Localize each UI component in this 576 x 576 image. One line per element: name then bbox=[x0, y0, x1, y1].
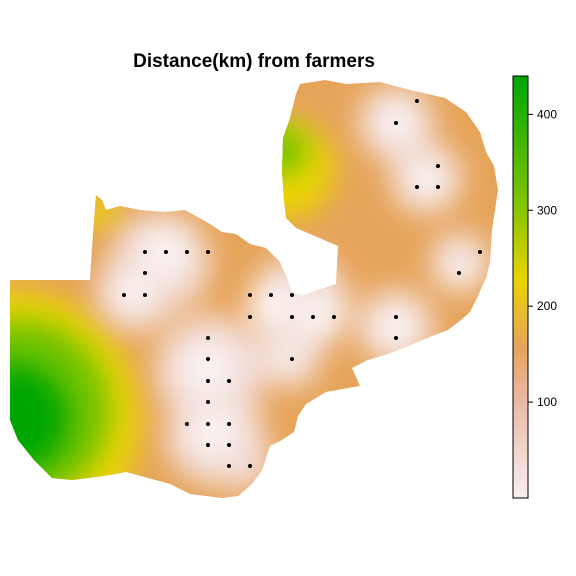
map-title: Distance(km) from farmers bbox=[133, 51, 375, 72]
legend-tick-label: 400 bbox=[537, 107, 557, 121]
farmer-point bbox=[143, 271, 147, 275]
farmer-point bbox=[164, 250, 168, 254]
farmer-point bbox=[206, 357, 210, 361]
farmer-point bbox=[436, 164, 440, 168]
farmer-point bbox=[206, 379, 210, 383]
farmer-point bbox=[457, 271, 461, 275]
farmer-point bbox=[478, 250, 482, 254]
farmer-point bbox=[415, 185, 419, 189]
farmer-point bbox=[332, 315, 336, 319]
legend-axis: 100 200 300 400 bbox=[528, 107, 557, 409]
farmer-point bbox=[436, 185, 440, 189]
farmer-point bbox=[122, 293, 126, 297]
farmer-point bbox=[143, 250, 147, 254]
farmer-point bbox=[269, 293, 273, 297]
farmer-point bbox=[206, 250, 210, 254]
farmer-point bbox=[206, 400, 210, 404]
farmer-point bbox=[185, 250, 189, 254]
farmer-point bbox=[206, 443, 210, 447]
farmer-point bbox=[290, 357, 294, 361]
farmer-point bbox=[248, 464, 252, 468]
farmer-point bbox=[248, 293, 252, 297]
farmer-point bbox=[185, 422, 189, 426]
farmer-point bbox=[206, 336, 210, 340]
farmer-point bbox=[227, 379, 231, 383]
legend-tick-label: 300 bbox=[537, 203, 557, 217]
farmer-point bbox=[290, 293, 294, 297]
farmer-point bbox=[248, 315, 252, 319]
farmer-point bbox=[394, 336, 398, 340]
farmer-point bbox=[227, 464, 231, 468]
farmer-markers bbox=[122, 99, 482, 468]
farmer-point bbox=[394, 121, 398, 125]
farmer-point bbox=[227, 422, 231, 426]
farmer-point bbox=[415, 99, 419, 103]
farmer-point bbox=[206, 422, 210, 426]
farmer-point bbox=[143, 293, 147, 297]
farmer-point bbox=[394, 315, 398, 319]
color-legend: 100 200 300 400 bbox=[512, 75, 557, 499]
farmer-point bbox=[311, 315, 315, 319]
farmer-point bbox=[227, 443, 231, 447]
legend-tick-label: 100 bbox=[537, 395, 557, 409]
legend-tick-label: 200 bbox=[537, 299, 557, 313]
distance-surface bbox=[10, 80, 498, 498]
farmer-point bbox=[290, 315, 294, 319]
legend-color-bar bbox=[512, 75, 529, 499]
